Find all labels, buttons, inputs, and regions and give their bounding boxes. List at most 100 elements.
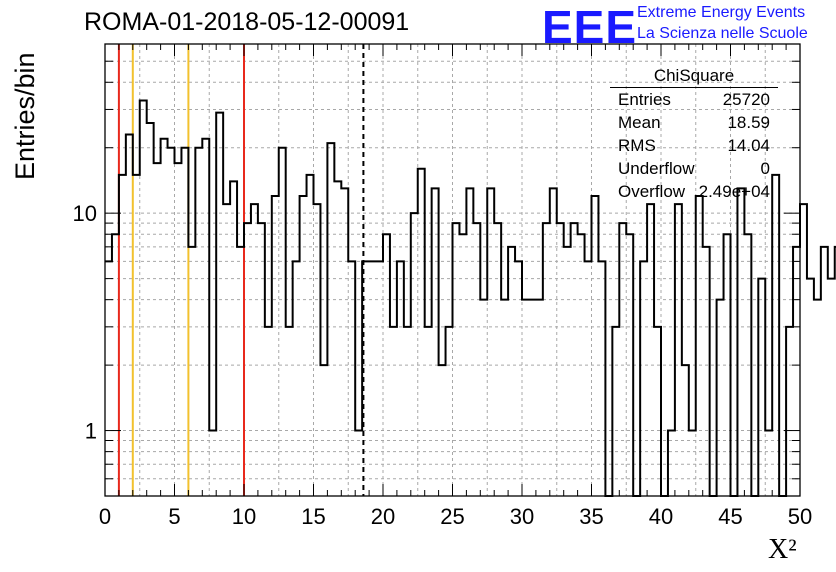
- histogram-bin: [425, 327, 432, 496]
- stats-row: Underflow 0: [610, 157, 778, 180]
- x-tick-label: 45: [718, 504, 742, 529]
- x-tick-label: 25: [440, 504, 464, 529]
- y-tick-label: 1: [85, 419, 97, 444]
- histogram-bin: [369, 261, 376, 496]
- stats-row: RMS 14.04: [610, 134, 778, 157]
- stats-key: RMS: [618, 136, 656, 155]
- chart-title: ROMA-01-2018-05-12-00091: [84, 8, 410, 36]
- histogram-bin: [418, 169, 425, 496]
- histogram-bin: [543, 223, 550, 496]
- histogram-bin: [522, 300, 529, 496]
- histogram-bin: [564, 247, 571, 496]
- histogram-bin: [473, 223, 480, 496]
- stats-key: Overflow: [618, 182, 686, 201]
- histogram-bin: [216, 113, 223, 496]
- stats-value: 18.59: [727, 113, 770, 132]
- eee-logo: EEE: [542, 1, 638, 53]
- histogram-bin: [571, 223, 578, 496]
- logo-line-1: Extreme Energy Events: [637, 4, 806, 21]
- histogram-bin: [703, 247, 710, 496]
- logo-line-2: La Scienza nelle Scuole: [637, 25, 808, 42]
- histogram-bin: [327, 143, 334, 496]
- histogram-bin: [675, 204, 682, 496]
- histogram-bin: [828, 279, 835, 496]
- histogram-bin: [272, 196, 279, 496]
- histogram-bin: [293, 261, 300, 496]
- x-tick-label: 50: [788, 504, 812, 529]
- histogram-bin: [334, 181, 341, 496]
- histogram-bin: [696, 196, 703, 496]
- stats-key: Mean: [618, 113, 661, 132]
- histogram-bin: [529, 300, 536, 496]
- histogram-bin: [265, 327, 272, 496]
- histogram-bin: [640, 261, 647, 496]
- histogram-bin: [557, 223, 564, 496]
- histogram-bin: [536, 300, 543, 496]
- histogram-bin: [202, 139, 209, 496]
- stats-key: Underflow: [618, 159, 695, 178]
- y-axis-label: Entries/bin: [10, 52, 40, 180]
- histogram-bin: [793, 247, 800, 496]
- histogram-bin: [619, 223, 626, 496]
- x-axis-label: X²: [768, 534, 797, 565]
- y-tick-label: 10: [73, 201, 97, 226]
- stats-box: ChiSquare Entries 25720 Mean 18.59 RMS 14.0…: [610, 66, 778, 203]
- stats-value: 0: [760, 159, 770, 178]
- stats-value: 14.04: [727, 136, 770, 155]
- stats-value: 25720: [722, 90, 770, 109]
- x-tick-label: 10: [232, 504, 256, 529]
- histogram-bin: [501, 300, 508, 496]
- x-tick-label: 0: [99, 504, 111, 529]
- histogram-bin: [494, 223, 501, 496]
- histogram-bin: [168, 148, 175, 496]
- histogram-bin: [480, 300, 487, 496]
- x-tick-label: 40: [649, 504, 673, 529]
- histogram-bin: [188, 247, 195, 496]
- stats-title: ChiSquare: [610, 66, 778, 88]
- x-tick-label: 20: [371, 504, 395, 529]
- stats-row: Entries 25720: [610, 88, 778, 111]
- histogram-bin: [411, 213, 418, 496]
- histogram-bin: [105, 261, 112, 496]
- histogram-bin: [508, 247, 515, 496]
- histogram-bin: [717, 300, 724, 496]
- histogram-bin: [647, 204, 654, 496]
- histogram-bin: [453, 223, 460, 496]
- histogram-bin: [758, 279, 765, 496]
- histogram-bin: [237, 247, 244, 496]
- stats-row: Mean 18.59: [610, 111, 778, 134]
- histogram-bin: [585, 261, 592, 496]
- histogram-bin: [244, 223, 251, 496]
- histogram-bin: [592, 196, 599, 496]
- x-tick-label: 5: [168, 504, 180, 529]
- histogram-bin: [800, 204, 807, 496]
- histogram-bin: [223, 204, 230, 496]
- histogram-bin: [300, 196, 307, 496]
- histogram-bin: [161, 139, 168, 496]
- histogram-bin: [397, 261, 404, 496]
- x-tick-label: 35: [579, 504, 603, 529]
- histogram-bin: [376, 261, 383, 496]
- histogram-bin: [446, 327, 453, 496]
- histogram-bin: [279, 148, 286, 496]
- histogram-bin: [348, 261, 355, 496]
- histogram-series: [105, 99, 836, 497]
- histogram-bin: [821, 247, 828, 496]
- stats-key: Entries: [618, 90, 671, 109]
- x-tick-label: 30: [510, 504, 534, 529]
- stats-value: 2.49e+04: [698, 182, 770, 201]
- histogram-bin: [807, 279, 814, 496]
- histogram-bin: [140, 100, 147, 496]
- histogram-bin: [786, 327, 793, 496]
- histogram-bin: [314, 204, 321, 496]
- histogram-bin: [258, 223, 265, 496]
- histogram-bin: [515, 261, 522, 496]
- histogram-bin: [390, 327, 397, 496]
- histogram-bin: [126, 135, 133, 496]
- histogram-bin: [598, 261, 605, 496]
- histogram-bin: [654, 327, 661, 496]
- histogram-bin: [195, 148, 202, 496]
- histogram-bin: [251, 204, 258, 496]
- x-tick-label: 15: [301, 504, 325, 529]
- histogram-bin: [404, 327, 411, 496]
